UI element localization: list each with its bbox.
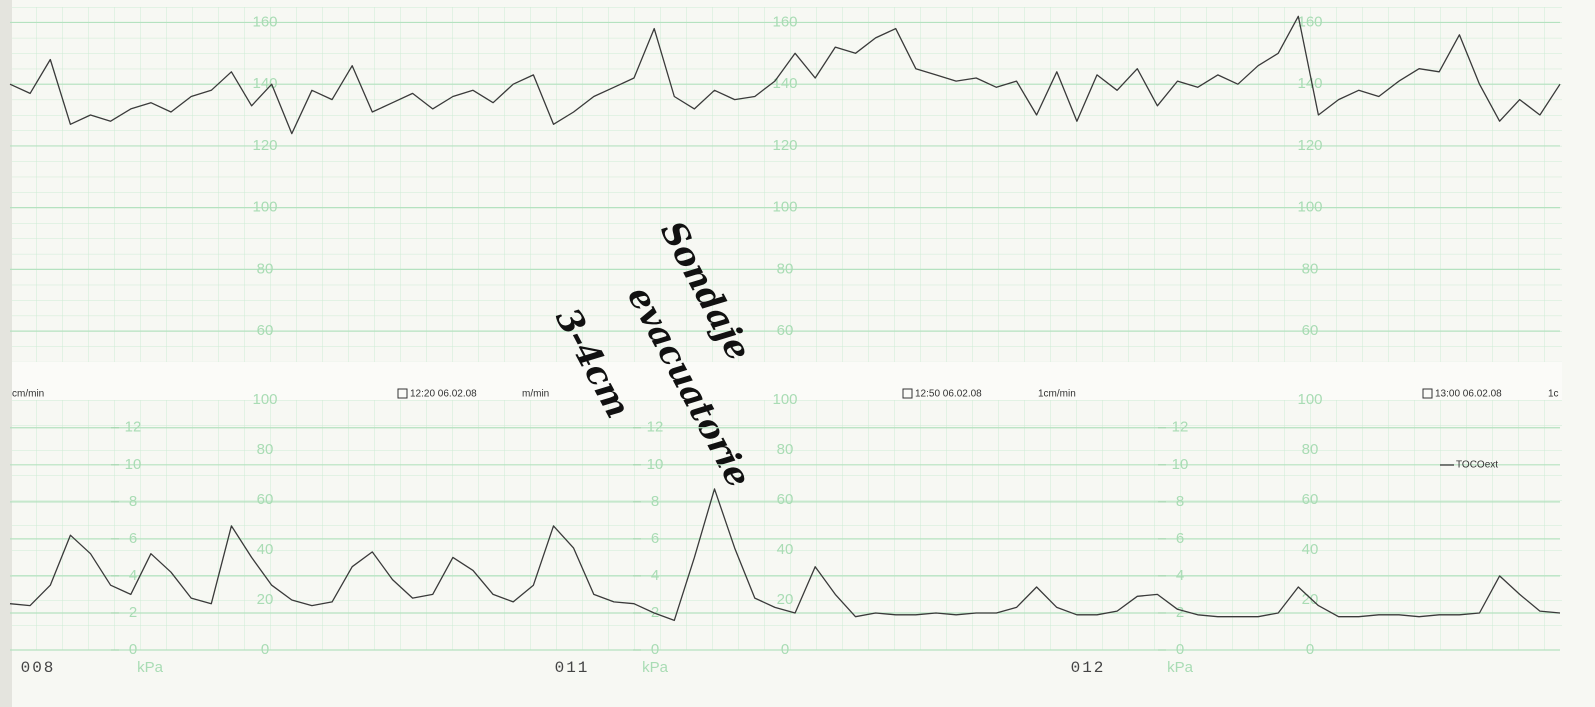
- y2-tick-label: 60: [777, 491, 794, 508]
- y-tick-label: 8: [651, 493, 659, 510]
- y2-tick-label: 20: [1302, 591, 1319, 608]
- trace: [9, 488, 1561, 622]
- y2-tick-label: 40: [777, 541, 794, 558]
- y-tick-label: 60: [1302, 322, 1319, 339]
- y-tick-label: 6: [1176, 530, 1184, 547]
- y2-tick-label: 100: [252, 391, 277, 408]
- page-number: 008: [21, 659, 56, 677]
- y-tick-label: 6: [651, 530, 659, 547]
- clock-icon: [397, 388, 408, 399]
- clock-icon: [1422, 388, 1433, 399]
- page-number: 011: [555, 659, 590, 677]
- y2-tick-label: 20: [257, 591, 274, 608]
- y-tick-label: 160: [1297, 13, 1322, 30]
- clock-icon: [902, 388, 913, 399]
- y-axis-label: kPa: [137, 659, 164, 676]
- y2-tick-label: 80: [257, 441, 274, 458]
- y-tick-label: 120: [252, 137, 277, 154]
- y-tick-label: 140: [252, 75, 277, 92]
- y-tick-label: 140: [772, 75, 797, 92]
- y-axis-label: kPa: [1167, 659, 1194, 676]
- y2-tick-label: 60: [257, 491, 274, 508]
- y-tick-label: 0: [651, 641, 659, 658]
- y-tick-label: 10: [647, 456, 664, 473]
- y2-tick-label: 0: [261, 641, 269, 658]
- y-tick-label: 100: [772, 199, 797, 216]
- y-tick-label: 80: [1302, 260, 1319, 277]
- header-strip: [12, 362, 1562, 400]
- y2-tick-label: 40: [1302, 541, 1319, 558]
- y-tick-label: 8: [129, 493, 137, 510]
- y2-tick-label: 100: [772, 391, 797, 408]
- y-tick-label: 10: [125, 456, 142, 473]
- y-tick-label: 8: [1176, 493, 1184, 510]
- strip-header: m/min: [522, 389, 549, 400]
- y2-tick-label: 20: [777, 591, 794, 608]
- strip-header: 12:50 06.02.08: [915, 389, 982, 400]
- paper-edge: [0, 0, 12, 707]
- y-tick-label: 12: [647, 419, 664, 436]
- trace: [9, 15, 1561, 135]
- y-tick-label: 0: [129, 641, 137, 658]
- y-tick-label: 100: [252, 199, 277, 216]
- y2-tick-label: 0: [781, 641, 789, 658]
- y2-tick-label: 100: [1297, 391, 1322, 408]
- y-tick-label: 2: [129, 604, 137, 621]
- y2-tick-label: 80: [777, 441, 794, 458]
- y2-tick-label: 60: [1302, 491, 1319, 508]
- y-tick-label: 160: [252, 13, 277, 30]
- y-axis-label: kPa: [642, 659, 669, 676]
- y-tick-label: 120: [772, 137, 797, 154]
- page-number: 012: [1071, 659, 1106, 677]
- y-tick-label: 12: [125, 419, 142, 436]
- y-tick-label: 80: [257, 260, 274, 277]
- y-tick-label: 10: [1172, 456, 1189, 473]
- y-tick-label: 120: [1297, 137, 1322, 154]
- y-tick-label: 80: [777, 260, 794, 277]
- y-tick-label: 4: [1176, 567, 1184, 584]
- y-tick-label: 140: [1297, 75, 1322, 92]
- y-tick-label: 4: [129, 567, 137, 584]
- y-tick-label: 2: [1176, 604, 1184, 621]
- y2-tick-label: 40: [257, 541, 274, 558]
- y-tick-label: 100: [1297, 199, 1322, 216]
- y-tick-label: 4: [651, 567, 659, 584]
- strip-header: 12:20 06.02.08: [410, 389, 477, 400]
- y-tick-label: 2: [651, 604, 659, 621]
- y-tick-label: 60: [257, 322, 274, 339]
- y-tick-label: 60: [777, 322, 794, 339]
- y-tick-label: 0: [1176, 641, 1184, 658]
- y2-tick-label: 0: [1306, 641, 1314, 658]
- toco-grid: [12, 400, 1562, 650]
- y-tick-label: 12: [1172, 419, 1189, 436]
- y-tick-label: 160: [772, 13, 797, 30]
- strip-header: cm/min: [12, 389, 44, 400]
- fhr-grid: [12, 7, 1562, 362]
- y-tick-label: 6: [129, 530, 137, 547]
- strip-header: 1c: [1548, 389, 1559, 400]
- strip-header: 13:00 06.02.08: [1435, 389, 1502, 400]
- strip-header: 1cm/min: [1038, 389, 1076, 400]
- legend-entry: TOCOext: [1456, 460, 1498, 471]
- y2-tick-label: 80: [1302, 441, 1319, 458]
